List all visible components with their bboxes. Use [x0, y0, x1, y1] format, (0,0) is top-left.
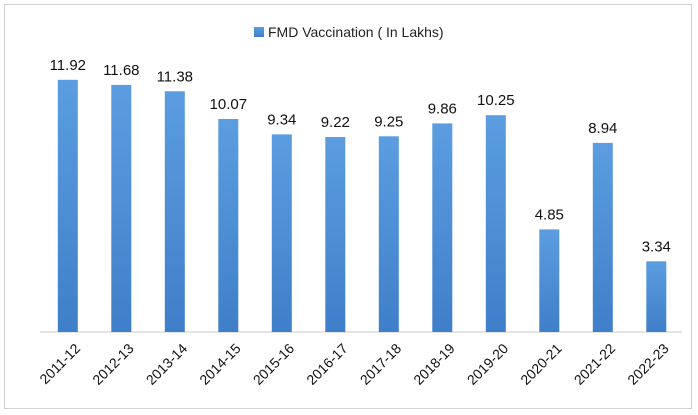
x-tick-label-2012-13: 2012-13 — [89, 340, 137, 388]
x-tick-label-2020-21: 2020-21 — [517, 340, 565, 388]
value-label-2018-19: 9.86 — [428, 100, 457, 117]
bar-2015-16 — [271, 134, 292, 332]
x-tick-label-2014-15: 2014-15 — [196, 340, 244, 388]
x-tick-label-2015-16: 2015-16 — [250, 340, 298, 388]
bar-2014-15 — [218, 119, 239, 332]
bar-2016-17 — [325, 137, 346, 332]
value-label-2020-21: 4.85 — [535, 206, 564, 223]
value-label-2019-20: 10.25 — [477, 92, 515, 109]
bar-2019-20 — [485, 115, 506, 332]
bar-2017-18 — [378, 136, 399, 332]
bar-2020-21 — [539, 229, 560, 332]
value-label-2015-16: 9.34 — [267, 111, 296, 128]
bar-2013-14 — [164, 91, 185, 332]
x-tick-label-2013-14: 2013-14 — [143, 340, 191, 388]
bar-2021-22 — [592, 142, 613, 332]
value-label-2016-17: 9.22 — [321, 114, 350, 131]
bar-2012-13 — [111, 84, 132, 333]
legend: FMD Vaccination ( In Lakhs) — [254, 24, 444, 40]
value-label-2014-15: 10.07 — [210, 96, 248, 113]
value-label-2022-23: 3.34 — [642, 238, 671, 255]
x-tick-label-2022-23: 2022-23 — [624, 340, 672, 388]
bar-2022-23 — [646, 261, 667, 332]
bar-2011-12 — [57, 79, 78, 332]
value-label-2021-22: 8.94 — [588, 120, 617, 137]
legend-entry: FMD Vaccination ( In Lakhs) — [268, 24, 444, 40]
x-tick-label-2017-18: 2017-18 — [357, 340, 405, 388]
value-labels: 11.92 11.68 11.38 10.07 9.34 9.22 9.25 9.86 10.2… — [50, 57, 671, 256]
value-label-2013-14: 11.38 — [157, 68, 193, 85]
x-tick-labels: 2011-12 2012-13 2013-14 2014-15 2015-16 2016-… — [36, 340, 672, 388]
x-tick-label-2018-19: 2018-19 — [410, 340, 458, 388]
x-tick-label-2011-12: 2011-12 — [36, 340, 83, 387]
x-tick-label-2021-22: 2021-22 — [571, 340, 619, 388]
value-label-2012-13: 11.68 — [103, 62, 139, 79]
bar-2018-19 — [432, 123, 453, 333]
value-label-2017-18: 9.25 — [374, 113, 403, 130]
x-tick-label-2019-20: 2019-20 — [464, 340, 512, 388]
legend-swatch — [254, 27, 264, 37]
x-tick-label-2016-17: 2016-17 — [303, 340, 351, 388]
bars — [57, 79, 667, 333]
value-label-2011-12: 11.92 — [50, 57, 86, 74]
